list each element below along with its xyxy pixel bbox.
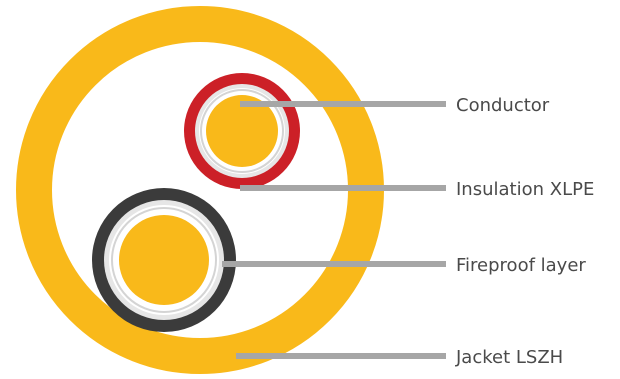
core-red (184, 73, 300, 189)
fireproof-inner-outline2-black-core (111, 207, 217, 313)
jacket-label: Jacket LSZH (455, 347, 563, 368)
insulation-label: Insulation XLPE (456, 179, 594, 200)
fireproof-label: Fireproof layer (456, 255, 586, 276)
conductor-red-core (206, 95, 278, 167)
core-black (92, 188, 236, 332)
conductor-black-core (119, 215, 209, 305)
conductor-label: Conductor (456, 95, 550, 116)
fireproof-inner-outline2-red-core (200, 89, 284, 173)
